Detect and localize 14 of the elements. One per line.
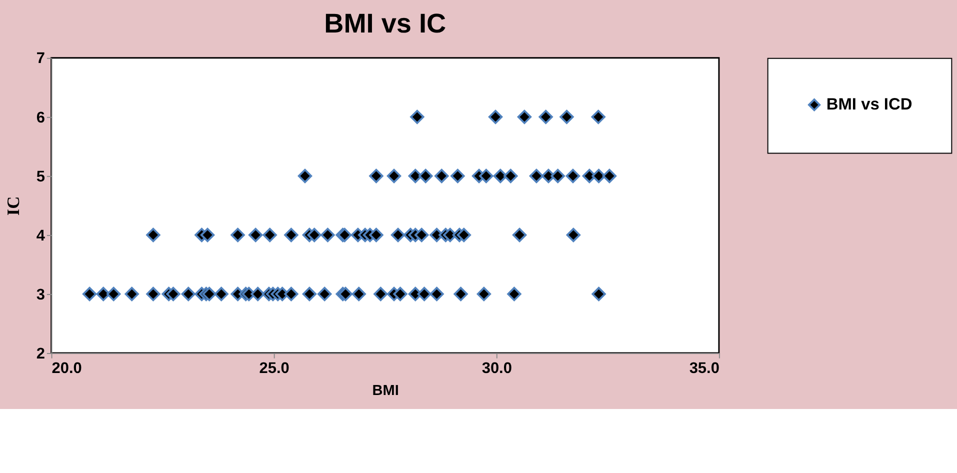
x-tick-label: 30.0 (482, 360, 512, 377)
y-tick-label: 7 (36, 50, 45, 68)
y-tick-label: 4 (36, 227, 46, 244)
x-tick-label: 20.0 (52, 360, 82, 377)
y-tick-label: 5 (36, 168, 46, 186)
chart-title: BMI vs IC (324, 8, 446, 39)
x-axis-title: BMI (372, 383, 399, 400)
y-axis-title: IC (2, 196, 23, 216)
x-tick-label: 25.0 (259, 360, 290, 377)
x-tick-label: 35.0 (689, 360, 720, 377)
y-tick-label: 6 (36, 109, 46, 126)
legend-label: BMI vs ICD (826, 96, 912, 114)
y-tick-label: 3 (36, 286, 46, 304)
y-tick-label: 2 (36, 345, 45, 362)
